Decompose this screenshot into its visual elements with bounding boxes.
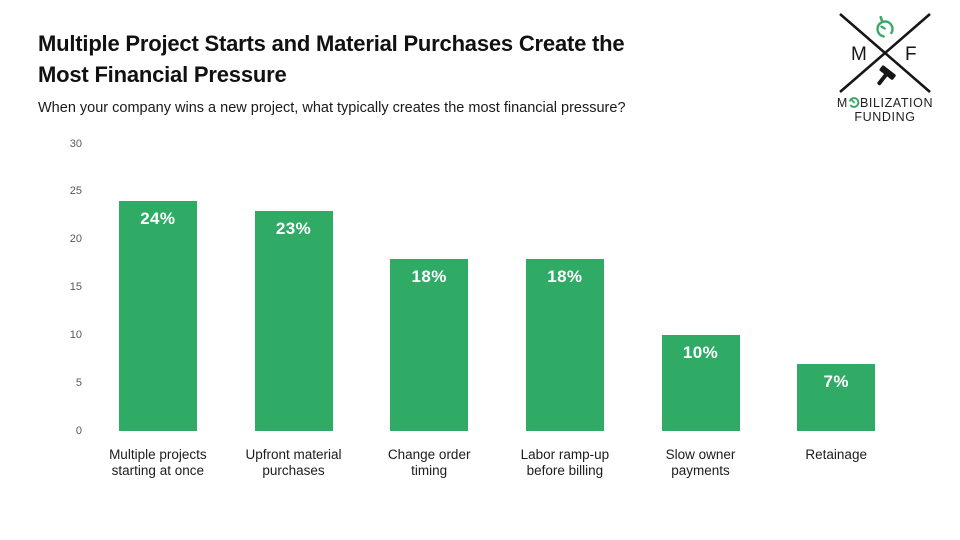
- page-subtitle: When your company wins a new project, wh…: [38, 100, 626, 116]
- logo-crossed-mark-icon: M F: [839, 13, 931, 93]
- bar-slot: 23%: [226, 144, 362, 431]
- bar: 23%: [254, 210, 333, 431]
- page-title: Multiple Project Starts and Material Pur…: [38, 28, 758, 90]
- bar-slot: 18%: [361, 144, 497, 431]
- x-axis-category-labels: Multiple projects starting at once Upfron…: [90, 447, 904, 478]
- category-label: Retainage: [805, 447, 867, 462]
- bar: 7%: [797, 364, 876, 431]
- stopwatch-icon: [876, 15, 894, 38]
- logo-wordmark-line2: FUNDING: [854, 110, 916, 124]
- bar-slot: 10%: [633, 144, 769, 431]
- bar-slot: 7%: [768, 144, 904, 431]
- header: Multiple Project Starts and Material Pur…: [38, 28, 758, 117]
- category-label: Labor ramp-up before billing: [520, 447, 610, 478]
- bar-slot: 24%: [90, 144, 226, 431]
- bar: 24%: [118, 201, 197, 431]
- logo-letter-m: M: [851, 44, 867, 65]
- y-tick-label: 5: [75, 376, 82, 389]
- bar: 18%: [390, 258, 469, 431]
- logo-wordmark-line1: M BILIZATION: [822, 96, 948, 110]
- bar-data-label: 18%: [547, 266, 583, 286]
- y-tick-label: 10: [69, 328, 82, 341]
- category-label: Upfront material purchases: [245, 447, 342, 478]
- bar-data-label: 23%: [275, 218, 312, 238]
- bar-data-label: 24%: [140, 209, 176, 229]
- page-title-line2: Most Financial Pressure: [38, 62, 287, 87]
- plot-area: 24% 23% 18% 18% 10% 7%: [90, 144, 904, 431]
- logo-word-m: M: [836, 96, 848, 110]
- bar-data-label: 18%: [411, 266, 447, 286]
- y-tick-label: 30: [69, 137, 82, 150]
- logo-letter-f: F: [905, 44, 917, 65]
- gauge-o-icon: [848, 97, 860, 108]
- y-tick-label: 20: [69, 233, 82, 246]
- y-tick-label: 15: [69, 281, 82, 293]
- category-label: Slow owner payments: [665, 447, 736, 478]
- page-title-line1: Multiple Project Starts and Material Pur…: [38, 31, 625, 56]
- bar: 10%: [661, 335, 740, 431]
- category-label: Multiple projects starting at once: [109, 447, 207, 478]
- bar-data-label: 7%: [823, 372, 849, 392]
- bar-slot: 18%: [497, 144, 633, 431]
- y-tick-label: 0: [75, 424, 82, 437]
- hammer-icon: [877, 65, 896, 86]
- bar-data-label: 10%: [682, 343, 719, 363]
- category-label: Change order timing: [387, 447, 471, 478]
- mobilization-funding-logo: M F M BILIZATION FUNDING: [822, 10, 948, 124]
- bar: 18%: [525, 258, 604, 431]
- y-tick-label: 25: [69, 185, 82, 198]
- y-axis: 0 5 10 15 20 25 30: [40, 138, 82, 437]
- logo-word-bilization: BILIZATION: [859, 96, 934, 110]
